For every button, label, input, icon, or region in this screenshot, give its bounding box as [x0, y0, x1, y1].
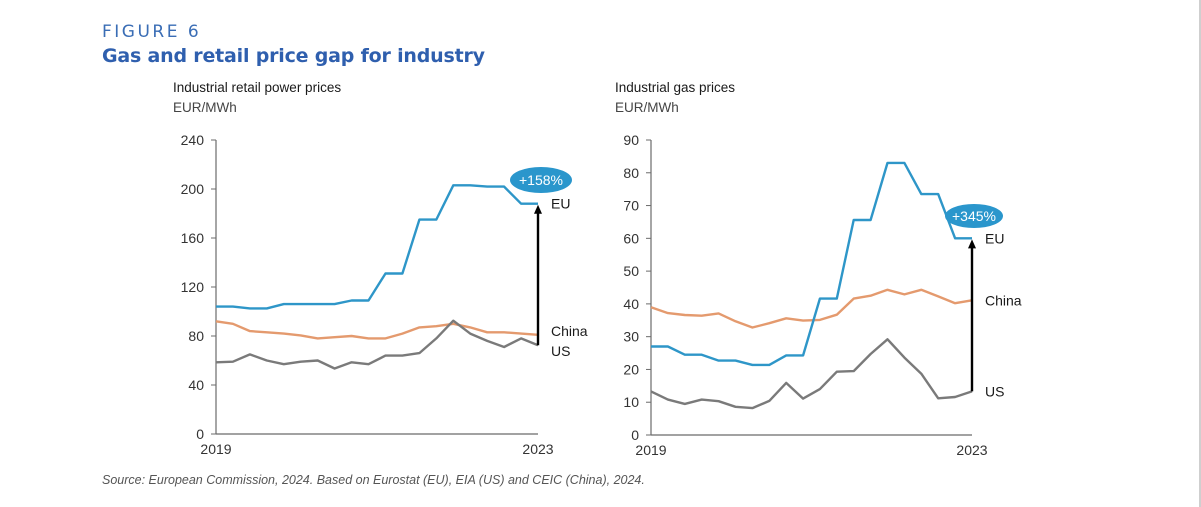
power-series-eu-line [216, 184, 538, 310]
power-x-tick-label-end: 2023 [522, 441, 553, 457]
gas-y-tick-label: 0 [631, 427, 639, 443]
power-y-tick-label: 40 [188, 377, 204, 393]
gas-series-label-us: US [985, 383, 1004, 399]
gas-series-eu-line [651, 161, 972, 367]
gas-series-china-line [650, 288, 973, 329]
power-x-tick-label-start: 2019 [200, 441, 231, 457]
power-gap-arrowhead [534, 204, 542, 214]
gas-chart-title: Industrial gas prices [615, 80, 736, 95]
power-chart: 0 40 80 120 160 200 240 2019 2023 +158% EU China US [181, 132, 588, 457]
page-edge-rule [1199, 0, 1201, 507]
gas-y-tick-label: 10 [623, 394, 639, 410]
gas-gap-arrowhead [968, 239, 976, 249]
gas-series-label-china: China [985, 292, 1022, 308]
power-series-label-china: China [551, 323, 588, 339]
power-y-tick-label: 240 [181, 132, 205, 148]
gas-y-tick-label: 90 [623, 132, 639, 148]
figure-label: FIGURE 6 [102, 22, 202, 42]
power-y-tick-label: 80 [188, 328, 204, 344]
gas-annotation-bubble [945, 204, 1003, 228]
gas-y-tick-label: 70 [623, 198, 639, 214]
power-annotation-bubble [510, 167, 572, 193]
gas-annotation-text: +345% [952, 208, 996, 224]
gas-series-us-line [650, 338, 973, 410]
gas-y-tick-label: 50 [623, 263, 639, 279]
power-chart-title: Industrial retail power prices [173, 80, 342, 95]
gas-y-tick-label: 20 [623, 361, 639, 377]
power-series-china-line [215, 320, 539, 340]
gas-y-tick-label: 80 [623, 165, 639, 181]
source-note: Source: European Commission, 2024. Based… [102, 473, 645, 487]
gas-series-label-eu: EU [985, 230, 1004, 246]
gas-y-tick-label: 60 [623, 230, 639, 246]
gas-y-tick-label: 40 [623, 296, 639, 312]
figure-title: Gas and retail price gap for industry [102, 45, 485, 67]
power-annotation-text: +158% [519, 172, 563, 188]
power-series-us-line [215, 319, 539, 370]
gas-x-tick-label-end: 2023 [956, 442, 987, 458]
gas-x-tick-label-start: 2019 [635, 442, 666, 458]
gas-y-tick-label: 30 [623, 329, 639, 345]
gas-chart: 0 10 20 30 40 50 60 70 80 90 2019 2023 +345% EU China U… [623, 132, 1021, 458]
power-series-label-us: US [551, 343, 570, 359]
power-chart-unit: EUR/MWh [173, 100, 237, 115]
power-y-tick-label: 160 [181, 230, 205, 246]
gas-chart-unit: EUR/MWh [615, 100, 679, 115]
power-y-tick-label: 0 [196, 426, 204, 442]
power-series-label-eu: EU [551, 196, 570, 212]
power-y-tick-label: 120 [181, 279, 205, 295]
power-y-tick-label: 200 [181, 181, 205, 197]
